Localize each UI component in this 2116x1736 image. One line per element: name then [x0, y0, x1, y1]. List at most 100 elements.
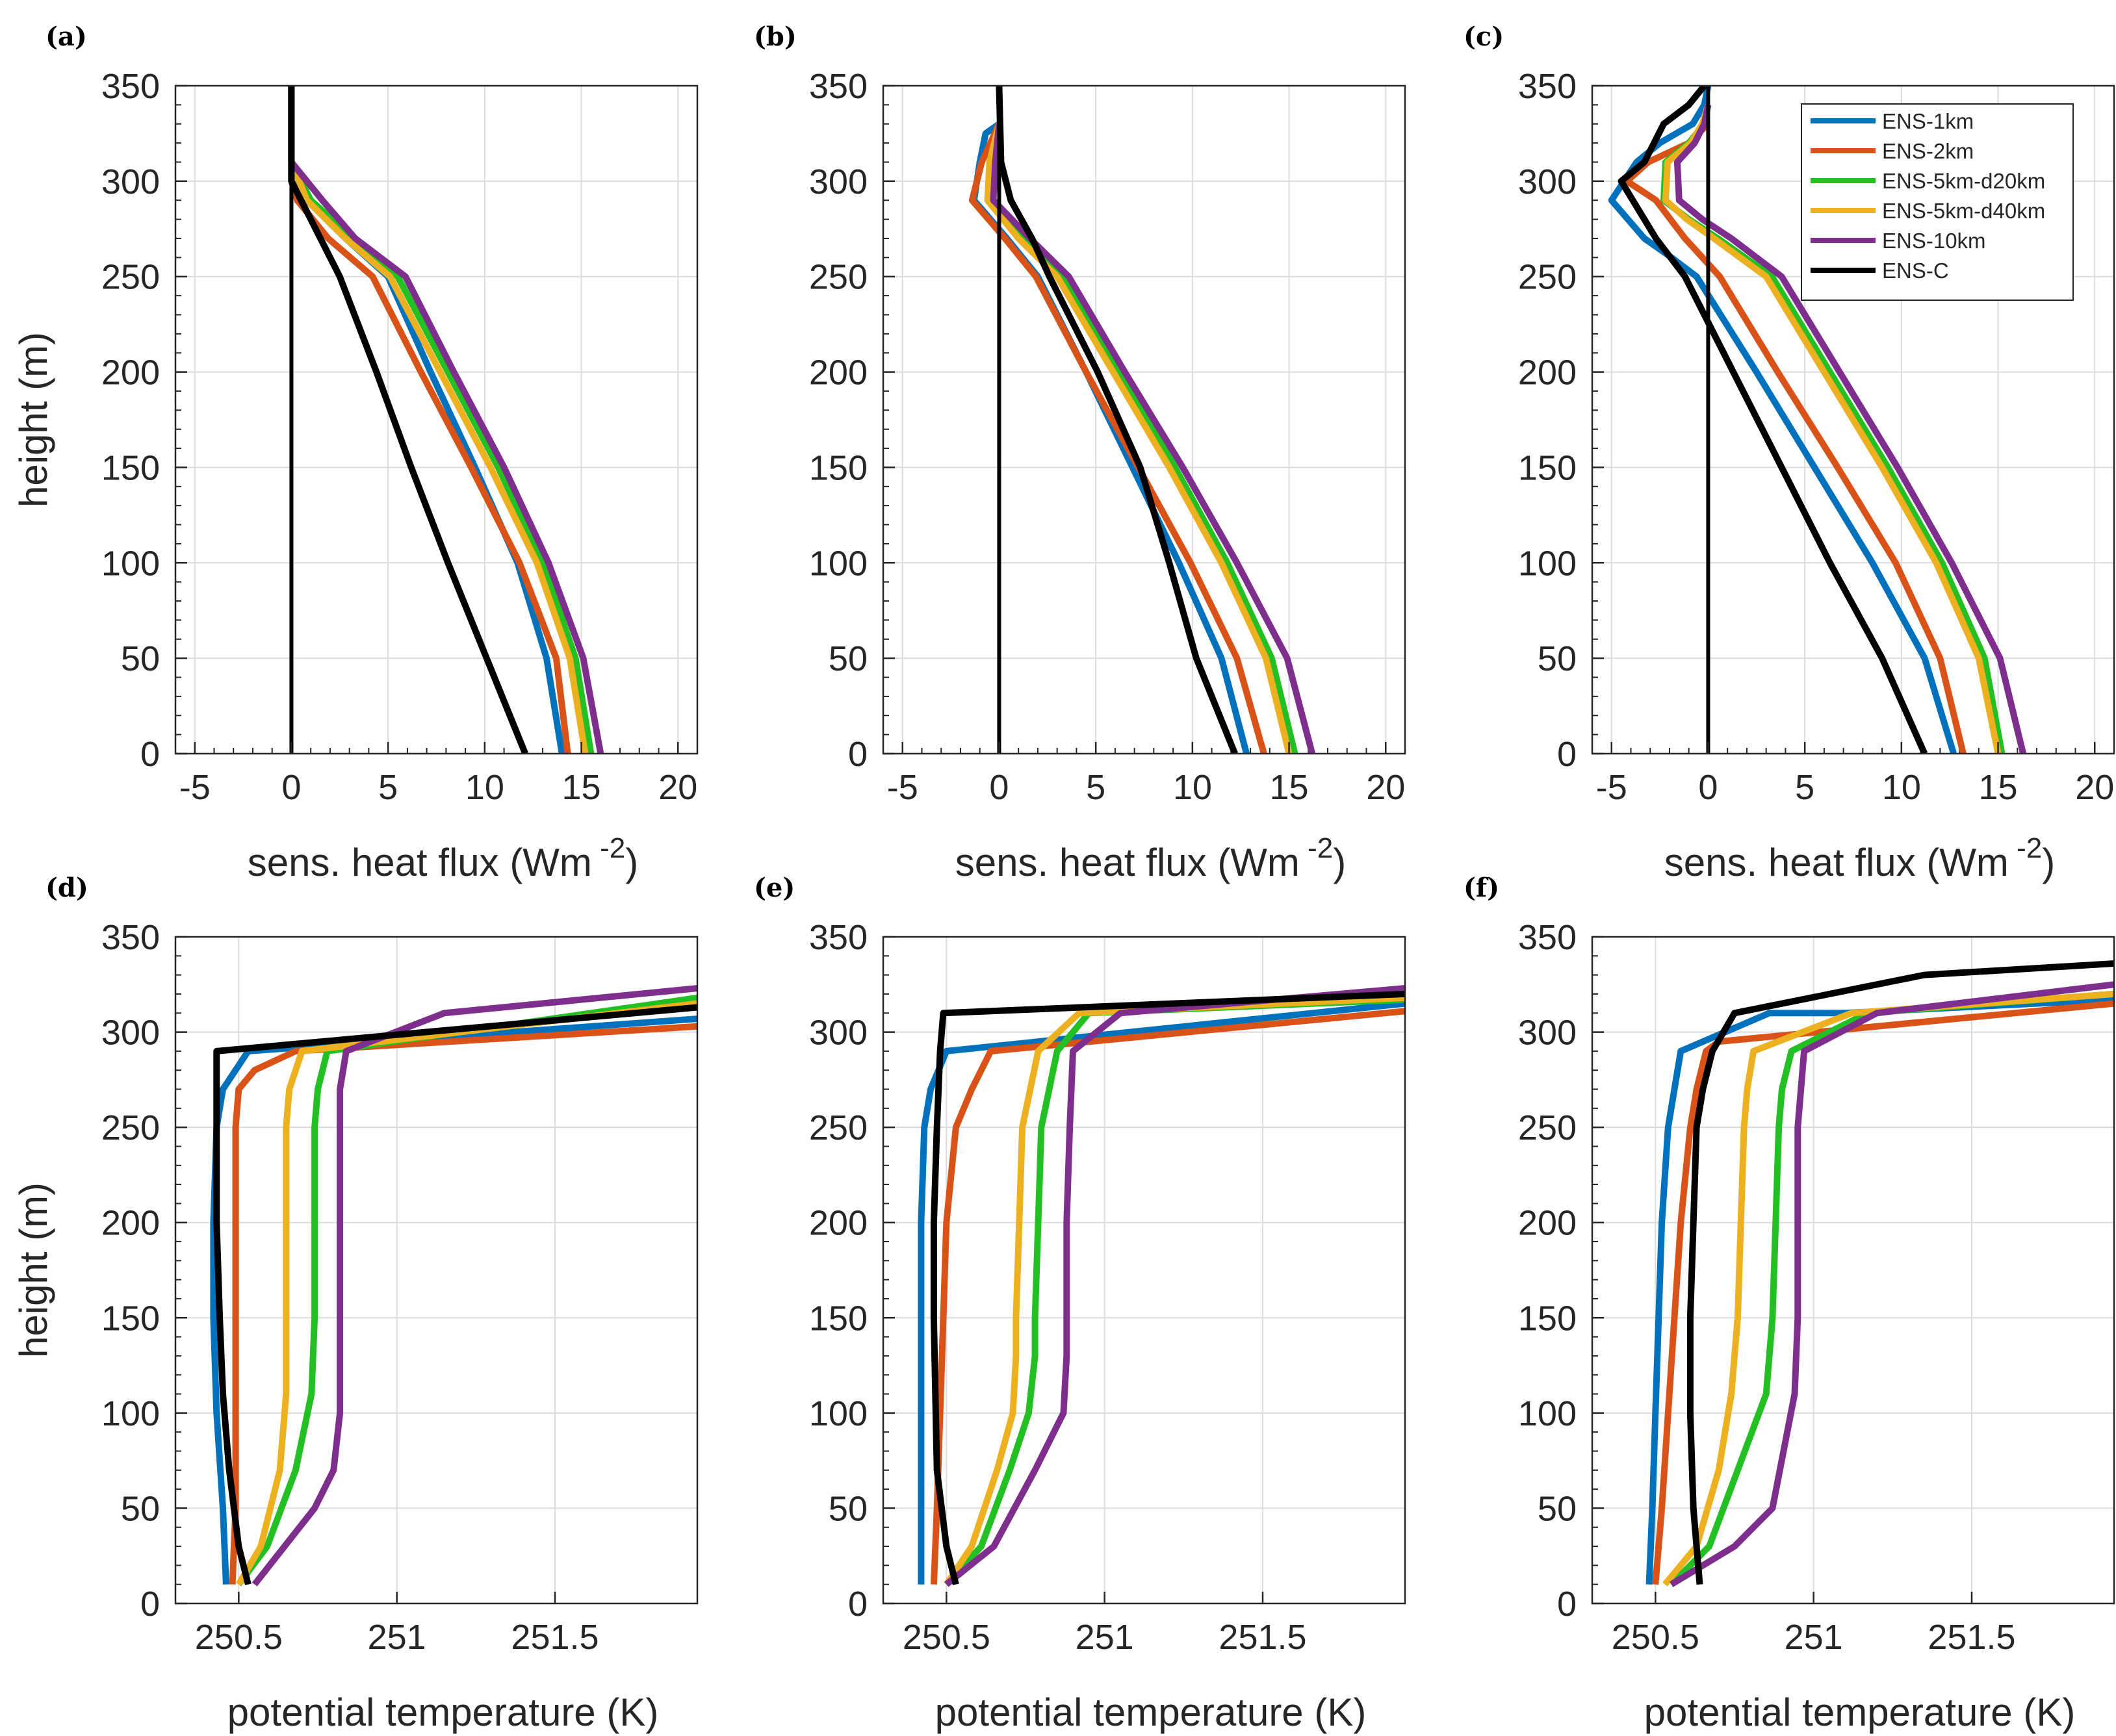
- x-tick-label: 250.5: [903, 1618, 990, 1657]
- y-tick-label: 0: [1557, 1585, 1577, 1624]
- x-tick-label: 15: [562, 768, 601, 807]
- series-line-ens-c: [1618, 86, 1928, 754]
- series-line-ens-5km-d40km: [1662, 990, 2114, 1587]
- x-tick-label: 251.5: [1928, 1618, 2015, 1657]
- series-line-ens-5km-d40km: [984, 123, 1293, 754]
- series-group: [918, 985, 1405, 1587]
- series-group: [968, 86, 1316, 754]
- legend-label: ENS-5km-d40km: [1882, 199, 2045, 223]
- y-axis-label: height (m): [12, 332, 55, 507]
- series-line-ens-2km: [229, 1023, 697, 1585]
- panel-label: (c): [1464, 21, 1504, 52]
- series-line-ens-5km-d40km: [944, 994, 1405, 1587]
- y-tick-label: 250: [809, 1108, 868, 1147]
- x-axis-label-end: ): [625, 841, 638, 884]
- x-axis-label-exponent: -2: [592, 832, 625, 864]
- y-tick-label: 200: [101, 1204, 160, 1243]
- series-line-ens-c: [288, 86, 528, 754]
- y-tick-label: 50: [829, 639, 868, 678]
- plot-area: [1592, 937, 2114, 1603]
- series-line-ens-5km-d20km: [944, 996, 1405, 1587]
- x-tick-label: 5: [378, 768, 398, 807]
- x-tick-label: -5: [179, 768, 211, 807]
- axes-frame: [174, 84, 699, 755]
- series-line-ens-5km-d20km: [1669, 990, 2114, 1587]
- series-line-ens-2km: [1623, 121, 1967, 754]
- plot-area: [175, 86, 697, 754]
- y-tick-label: 350: [1518, 67, 1577, 106]
- y-tick-label: 300: [1518, 162, 1577, 201]
- series-line-ens-10km: [944, 985, 1405, 1587]
- y-tick-label: 0: [848, 735, 868, 774]
- y-tick-label: 150: [809, 448, 868, 487]
- x-tick-label: 0: [989, 768, 1009, 807]
- y-tick-label: 350: [809, 67, 868, 106]
- series-line-ens-1km: [1608, 86, 1957, 754]
- panel-label: (b): [754, 21, 797, 52]
- panel-label: (e): [754, 873, 795, 903]
- series-group: [1645, 960, 2114, 1587]
- y-tick-label: 150: [101, 448, 160, 487]
- y-tick-label: 50: [121, 1489, 160, 1528]
- series-line-ens-10km: [1670, 981, 2114, 1587]
- y-tick-label: 0: [140, 1585, 160, 1624]
- y-tick-label: 0: [140, 735, 160, 774]
- y-tick-label: 0: [1557, 735, 1577, 774]
- legend-label: ENS-1km: [1882, 109, 1974, 133]
- x-tick-label: 251.5: [511, 1618, 599, 1657]
- x-axis-label: potential temperature (K): [935, 1691, 1367, 1734]
- legend-label: ENS-10km: [1882, 229, 1986, 253]
- y-tick-label: 200: [809, 1204, 868, 1243]
- x-axis-label: potential temperature (K): [1644, 1691, 2076, 1734]
- x-tick-label: 15: [1979, 768, 2018, 807]
- panel-label: (d): [45, 873, 88, 903]
- y-tick-label: 350: [101, 67, 160, 106]
- y-tick-label: 300: [101, 162, 160, 201]
- x-tick-label: 0: [1698, 768, 1718, 807]
- legend-label: ENS-2km: [1882, 139, 1974, 163]
- y-tick-label: 50: [1538, 639, 1577, 678]
- y-tick-label: 300: [809, 162, 868, 201]
- x-tick-label: 10: [1882, 768, 1921, 807]
- series-line-ens-2km: [968, 122, 1267, 754]
- chart-panel-6: 250.5 251 251.5 0 50 100 150 200 250 300 350 potent…: [1464, 873, 2115, 1734]
- series-line-ens-5km-d20km: [236, 994, 697, 1587]
- y-tick-label: 50: [829, 1489, 868, 1528]
- y-tick-label: 100: [809, 544, 868, 583]
- y-tick-label: 100: [101, 1394, 160, 1433]
- x-axis-label-exponent: -2: [1300, 832, 1333, 864]
- y-tick-label: 150: [101, 1299, 160, 1338]
- x-axis-label: potential temperature (K): [227, 1691, 659, 1734]
- x-axis-label-exponent: -2: [2009, 832, 2042, 864]
- x-tick-label: 10: [465, 768, 504, 807]
- y-tick-label: 200: [101, 353, 160, 392]
- x-tick-label: 251: [1785, 1618, 1843, 1657]
- panel-label: (a): [45, 21, 87, 52]
- axes-frame: [882, 936, 1406, 1605]
- y-tick-label: 100: [809, 1394, 868, 1433]
- series-line-ens-c: [930, 990, 1405, 1585]
- y-tick-label: 300: [1518, 1014, 1577, 1053]
- legend-label: ENS-5km-d20km: [1882, 169, 2045, 193]
- legend: ENS-1km ENS-2km ENS-5km-d20km ENS-5km-d40km…: [1801, 103, 2074, 301]
- x-axis-label: sens. heat flux (Wm -2): [955, 832, 1347, 884]
- x-tick-label: 5: [1795, 768, 1814, 807]
- series-line-ens-5km-d40km: [288, 86, 589, 754]
- x-tick-label: 250.5: [1612, 1618, 1699, 1657]
- x-tick-label: 20: [658, 768, 697, 807]
- y-tick-label: 300: [809, 1014, 868, 1053]
- x-tick-label: 10: [1173, 768, 1212, 807]
- y-tick-label: 300: [101, 1014, 160, 1053]
- series-line-ens-1km: [1645, 996, 2114, 1585]
- y-tick-label: 250: [1518, 1108, 1577, 1147]
- x-tick-label: -5: [1596, 768, 1627, 807]
- y-tick-label: 250: [101, 1108, 160, 1147]
- x-tick-label: 251: [368, 1618, 426, 1657]
- chart-panel-5: 250.5 251 251.5 0 50 100 150 200 250 300 350 potent…: [754, 873, 1406, 1734]
- y-tick-label: 100: [101, 544, 160, 583]
- axes-frame: [1591, 936, 2115, 1605]
- x-axis-label-end: ): [1333, 841, 1346, 884]
- series-group: [1608, 86, 2027, 754]
- y-tick-label: 50: [1538, 1489, 1577, 1528]
